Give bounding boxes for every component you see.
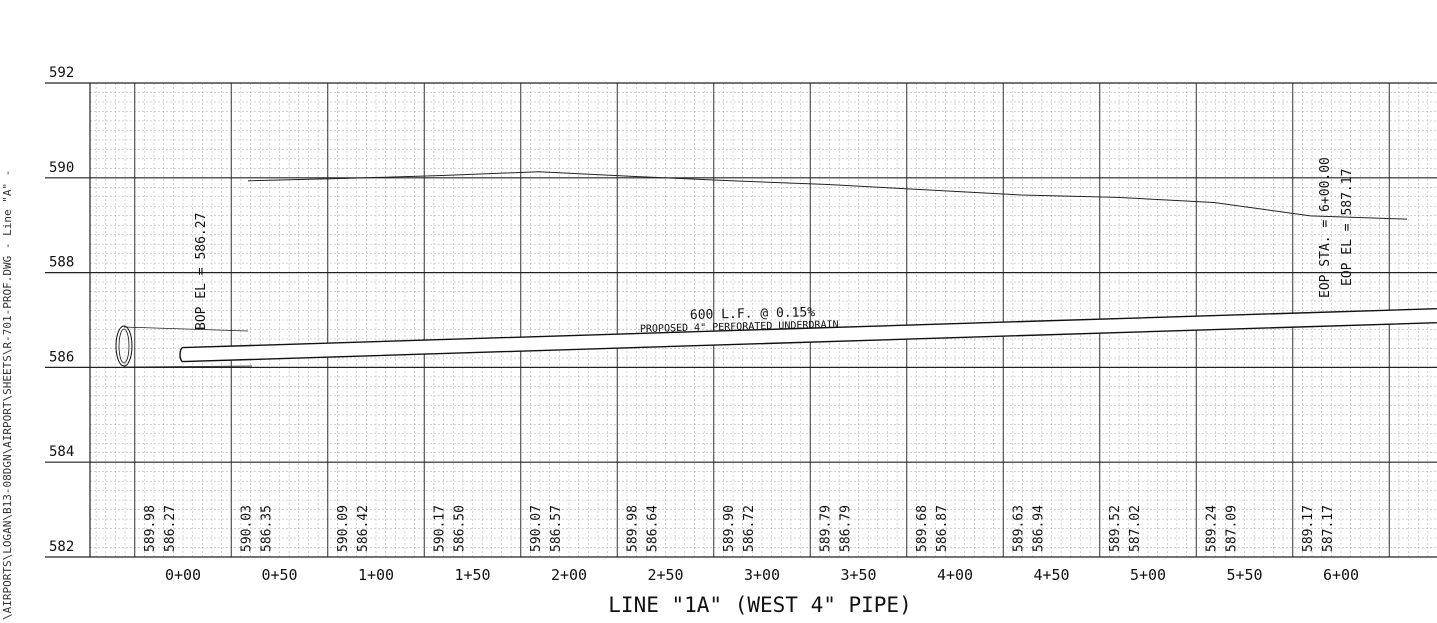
station-label: 2+50 <box>647 566 683 584</box>
elevation-label: 590 <box>49 160 74 176</box>
existing-ground-line <box>248 171 1408 220</box>
station-label: 4+50 <box>1033 566 1069 584</box>
station-label: 3+50 <box>840 566 876 584</box>
drawing-path-label: \AIRPORTS\LOGAN\B13-08DGN\AIRPORT\SHEETS… <box>1 170 14 620</box>
station-label: 0+00 <box>165 566 201 584</box>
existing-elevation-label: 589.52 <box>1108 505 1123 552</box>
elevation-label: 588 <box>49 255 74 271</box>
major-grid: 592 590 588 586 584 582 <box>45 65 1437 558</box>
proposed-elevation-label: 586.64 <box>646 505 661 552</box>
existing-pipe-stub <box>123 326 253 368</box>
existing-elevation-label: 590.09 <box>336 505 351 552</box>
proposed-elevation-label: 586.35 <box>260 505 275 552</box>
existing-elevation-label: 589.79 <box>819 505 834 552</box>
existing-elevation-label: 589.68 <box>915 505 930 552</box>
existing-elevation-label: 590.03 <box>240 505 255 552</box>
proposed-elevation-label: 586.72 <box>742 505 757 552</box>
existing-elevation-label: 589.98 <box>143 505 158 552</box>
existing-elevation-label: 589.17 <box>1301 505 1316 552</box>
bop-elevation-label: BOP EL = 586.27 <box>194 213 209 330</box>
proposed-elevation-label: 586.79 <box>839 505 854 552</box>
existing-elevation-label: 590.17 <box>433 505 448 552</box>
elevation-label: 582 <box>49 539 74 555</box>
proposed-elevation-label: 587.02 <box>1128 505 1143 552</box>
existing-elevation-label: 590.07 <box>529 505 544 552</box>
profile-title: LINE "1A" (WEST 4" PIPE) <box>608 593 911 617</box>
station-label: 1+50 <box>454 566 490 584</box>
existing-elevation-label: 589.63 <box>1012 505 1027 552</box>
pipe-description-label: PROPOSED 4" PERFORATED UNDERDRAIN <box>640 319 839 335</box>
proposed-elevation-label: 586.27 <box>163 505 178 552</box>
station-label: 0+50 <box>261 566 297 584</box>
station-label: 5+00 <box>1130 566 1166 584</box>
proposed-elevation-label: 586.87 <box>935 505 950 552</box>
existing-pipe-end-inner <box>118 328 130 364</box>
proposed-pipe <box>115 307 1437 368</box>
eop-elevation-label: EOP EL = 587.17 <box>1340 169 1355 286</box>
proposed-elevation-label: 587.17 <box>1321 505 1336 552</box>
existing-elevation-label: 589.98 <box>626 505 641 552</box>
station-label: 1+00 <box>358 566 394 584</box>
existing-elevation-label: 589.90 <box>722 505 737 552</box>
slope-label: 600 L.F. @ 0.15% <box>690 305 816 323</box>
proposed-elevation-label: 586.42 <box>356 505 371 552</box>
elevation-label: 584 <box>49 444 74 460</box>
station-label: 5+50 <box>1226 566 1262 584</box>
proposed-elevation-label: 586.94 <box>1032 505 1047 552</box>
elevation-label: 592 <box>49 65 74 81</box>
proposed-elevation-label: 586.57 <box>549 505 564 552</box>
elevation-label: 586 <box>49 349 74 365</box>
labels: 0+00 589.98 586.27 0+50 590.03 586.35 1+00 590.… <box>143 505 1359 584</box>
existing-pipe-end <box>115 325 133 367</box>
underdrain-pipe <box>179 307 1437 363</box>
station-label: 2+00 <box>551 566 587 584</box>
station-label: 3+00 <box>744 566 780 584</box>
eop-station-label: EOP STA. = 6+00.00 <box>1318 157 1333 298</box>
proposed-elevation-label: 587.09 <box>1225 505 1240 552</box>
existing-ground <box>248 171 1408 220</box>
proposed-elevation-label: 586.50 <box>453 505 468 552</box>
existing-elevation-label: 589.24 <box>1205 505 1220 552</box>
station-label: 4+00 <box>937 566 973 584</box>
station-label: 6+00 <box>1323 566 1359 584</box>
